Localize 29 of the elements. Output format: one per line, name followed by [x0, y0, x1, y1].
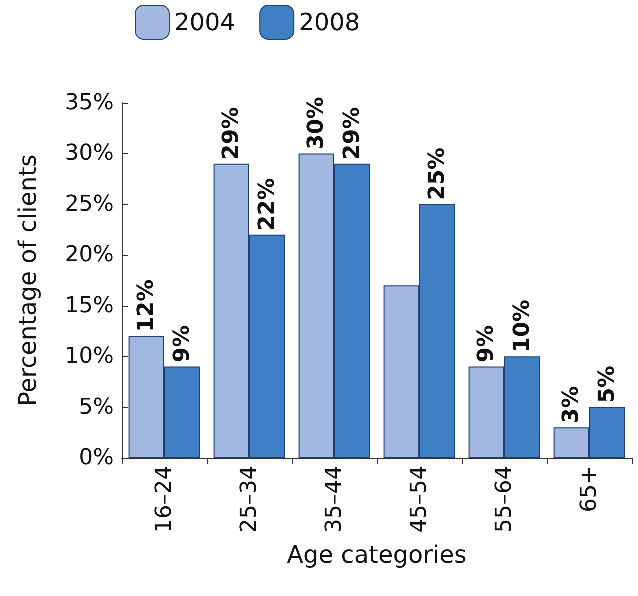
data-label: 5%	[594, 366, 620, 404]
data-label: 9%	[474, 325, 500, 363]
x-tick-label: 35–44	[322, 466, 347, 533]
legend-label: 2004	[174, 8, 236, 36]
data-label: 29%	[219, 107, 244, 160]
data-label: 22%	[254, 178, 280, 231]
data-label: 10%	[510, 300, 535, 353]
y-axis-title: Percentage of clients	[14, 154, 42, 406]
data-label: 3%	[559, 386, 584, 424]
x-tick-label: 25–34	[237, 466, 262, 533]
data-label: 30%	[304, 97, 330, 150]
data-label: 9%	[170, 325, 195, 363]
x-tick-label: 16–24	[152, 466, 177, 533]
x-tick-label: 55–64	[492, 466, 517, 533]
y-tick-label: 25%	[65, 192, 114, 217]
x-tick-label: 45–54	[407, 466, 432, 533]
y-tick-label: 0%	[79, 446, 114, 470]
data-label: 25%	[424, 148, 450, 200]
x-tick-label: 65+	[577, 466, 602, 512]
y-tick-label: 20%	[65, 242, 114, 268]
y-tick-label: 35%	[65, 90, 114, 116]
data-label: 12%	[134, 280, 160, 332]
data-label: 29%	[340, 107, 365, 160]
legend-label: 2008	[299, 8, 360, 36]
y-tick-label: 10%	[65, 344, 114, 370]
y-tick-label: 5%	[79, 394, 114, 420]
y-tick-label: 15%	[65, 293, 114, 318]
x-axis-title: Age categories	[287, 541, 467, 569]
y-tick-label: 30%	[65, 141, 114, 166]
